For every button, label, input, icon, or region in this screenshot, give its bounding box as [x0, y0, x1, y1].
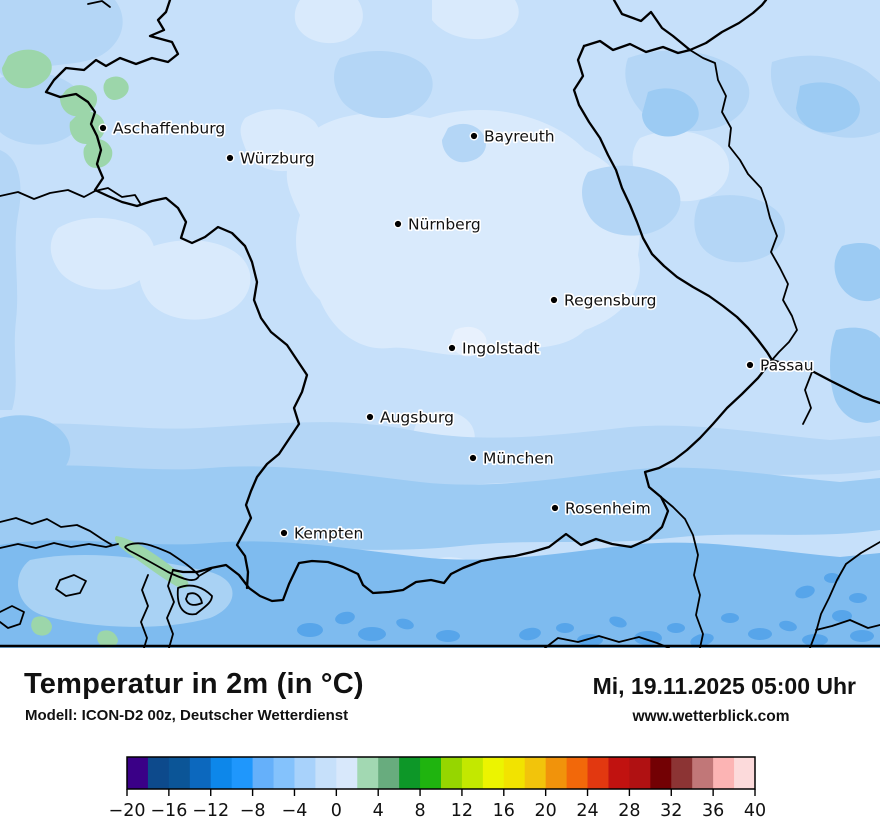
- city-dot: [225, 153, 235, 163]
- colorbar-cell: [650, 757, 672, 789]
- colorbar-cell: [252, 757, 275, 789]
- colorbar-cell: [524, 757, 547, 789]
- city-marker: Passau: [745, 355, 815, 376]
- colorbar-tick-label: −8: [240, 801, 266, 821]
- city-label: Passau: [760, 357, 814, 375]
- city-label: Rosenheim: [565, 500, 651, 518]
- city-label: Aschaffenburg: [113, 120, 225, 138]
- colorbar-cell: [441, 757, 463, 789]
- colorbar-cell: [671, 757, 693, 789]
- colorbar-tick-label: 12: [451, 801, 473, 821]
- city-dot: [550, 503, 560, 513]
- temperature-field: [0, 0, 880, 648]
- temperature-legend: −20 −16 −12 −8 −4 0 4 8 12 16 20 24 28 32 36 40: [109, 756, 767, 821]
- colorbar-cell: [336, 757, 358, 789]
- colorbar-cell: [713, 757, 735, 789]
- colorbar-cell: [315, 757, 337, 789]
- city-marker: Aschaffenburg: [98, 118, 227, 139]
- colorbar-tick-label: 36: [702, 801, 724, 821]
- colorbar-cells: [127, 757, 756, 789]
- colorbar-tick-label: 24: [576, 801, 598, 821]
- colorbar-cell: [127, 757, 149, 789]
- colorbar-cell: [273, 757, 295, 789]
- city-label: München: [483, 450, 554, 468]
- city-markers: Aschaffenburg Würzburg Bayreuth Nürnberg Reg…: [98, 118, 815, 544]
- city-label: Bayreuth: [484, 128, 555, 146]
- colorbar-tick-label: 4: [373, 801, 384, 821]
- city-label: Nürnberg: [408, 216, 481, 234]
- colorbar-tick-label: 32: [660, 801, 682, 821]
- city-label: Kempten: [294, 525, 363, 543]
- city-dot: [447, 343, 457, 353]
- colorbar-cell: [294, 757, 316, 789]
- city-marker: Bayreuth: [469, 126, 556, 147]
- city-label: Ingolstadt: [462, 340, 540, 358]
- colorbar-cell: [587, 757, 609, 789]
- city-marker: München: [468, 448, 555, 469]
- colorbar-cell: [189, 757, 212, 789]
- city-marker: Nürnberg: [393, 214, 482, 235]
- colorbar-tick-label: 20: [535, 801, 557, 821]
- weather-map: Aschaffenburg Würzburg Bayreuth Nürnberg Reg…: [0, 0, 880, 648]
- colorbar-labels: −20 −16 −12 −8 −4 0 4 8 12 16 20 24 28 32 36 40: [109, 801, 767, 821]
- colorbar-cell: [399, 757, 421, 789]
- city-dot: [365, 412, 375, 422]
- colorbar-cell: [629, 757, 651, 789]
- colorbar-cell: [734, 757, 756, 789]
- website-label: www.wetterblick.com: [632, 708, 790, 725]
- city-label: Regensburg: [564, 292, 657, 310]
- city-marker: Regensburg: [549, 290, 658, 311]
- colorbar-tick-label: 28: [618, 801, 640, 821]
- colorbar-tick-label: 0: [331, 801, 342, 821]
- colorbar-cell: [503, 757, 526, 789]
- political-borders: [0, 0, 880, 648]
- city-marker: Ingolstadt: [447, 338, 541, 359]
- city-dot: [279, 528, 289, 538]
- colorbar-cell: [147, 757, 170, 789]
- city-marker: Würzburg: [225, 148, 316, 169]
- colorbar-tick-label: −12: [192, 801, 229, 821]
- model-info: Modell: ICON-D2 00z, Deutscher Wetterdie…: [25, 707, 349, 724]
- city-dot: [469, 131, 479, 141]
- colorbar-tick-label: −4: [282, 801, 308, 821]
- colorbar-cell: [545, 757, 568, 789]
- colorbar-cell: [482, 757, 505, 789]
- city-dot: [468, 453, 478, 463]
- colorbar-cell: [692, 757, 714, 789]
- colorbar-cell: [566, 757, 589, 789]
- colorbar-cell: [168, 757, 191, 789]
- colorbar-cell: [210, 757, 233, 789]
- city-dot: [393, 219, 403, 229]
- city-dot: [745, 360, 755, 370]
- colorbar-cell: [378, 757, 400, 789]
- colorbar-tick-label: 8: [414, 801, 425, 821]
- colorbar-ticks: [126, 789, 756, 796]
- datetime-label: Mi, 19.11.2025 05:00 Uhr: [592, 673, 856, 699]
- city-marker: Kempten: [279, 523, 365, 544]
- city-label: Würzburg: [240, 150, 315, 168]
- colorbar-frame: [126, 756, 756, 790]
- city-dot: [549, 295, 559, 305]
- city-label: Augsburg: [380, 409, 454, 427]
- city-dot: [98, 123, 108, 133]
- city-marker: Augsburg: [365, 407, 456, 428]
- colorbar-cell: [608, 757, 630, 789]
- colorbar-tick-label: −20: [109, 801, 146, 821]
- colorbar-tick-label: 16: [493, 801, 515, 821]
- city-marker: Rosenheim: [550, 498, 652, 519]
- colorbar-tick-label: −16: [150, 801, 187, 821]
- colorbar-cell: [420, 757, 442, 789]
- colorbar-cell: [231, 757, 254, 789]
- colorbar-tick-label: 40: [744, 801, 766, 821]
- colorbar-cell: [461, 757, 484, 789]
- colorbar-cell: [357, 757, 379, 789]
- page-title: Temperatur in 2m (in °C): [24, 668, 364, 700]
